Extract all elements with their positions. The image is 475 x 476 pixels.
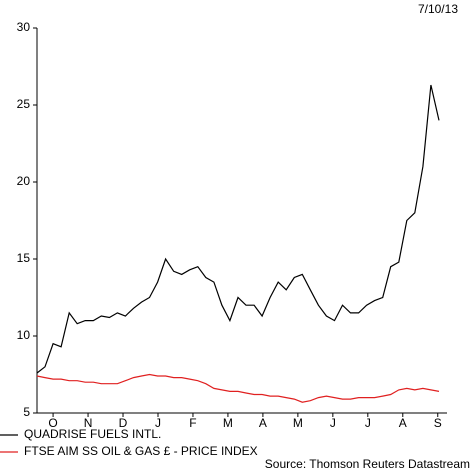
series-line	[36, 84, 440, 374]
x-tick-label: M	[223, 416, 233, 430]
x-tick-label: J	[365, 416, 371, 430]
x-tick-label: A	[399, 416, 407, 430]
legend-label: QUADRISE FUELS INTL.	[24, 427, 161, 441]
source: Source: Thomson Reuters Datastream	[265, 457, 470, 471]
y-tick-label: 5	[23, 405, 30, 419]
y-tick-label: 20	[17, 174, 31, 188]
x-tick-label: S	[434, 416, 442, 430]
date: 7/10/13	[418, 2, 458, 16]
x-tick-label: M	[293, 416, 303, 430]
y-tick-label: 25	[17, 97, 31, 111]
x-tick-label: D	[119, 416, 128, 430]
legend-label: FTSE AIM SS OIL & GAS £ - PRICE INDEX	[24, 444, 258, 458]
x-tick-label: J	[330, 416, 336, 430]
y-tick-label: 15	[17, 251, 31, 265]
y-tick-label: 10	[17, 328, 31, 342]
x-tick-label: N	[84, 416, 93, 430]
x-tick-label: F	[189, 416, 196, 430]
x-tick-label: J	[155, 416, 161, 430]
x-tick-label: O	[48, 416, 57, 430]
x-tick-label: A	[259, 416, 267, 430]
series-line	[36, 373, 440, 403]
y-tick-label: 30	[17, 20, 31, 34]
